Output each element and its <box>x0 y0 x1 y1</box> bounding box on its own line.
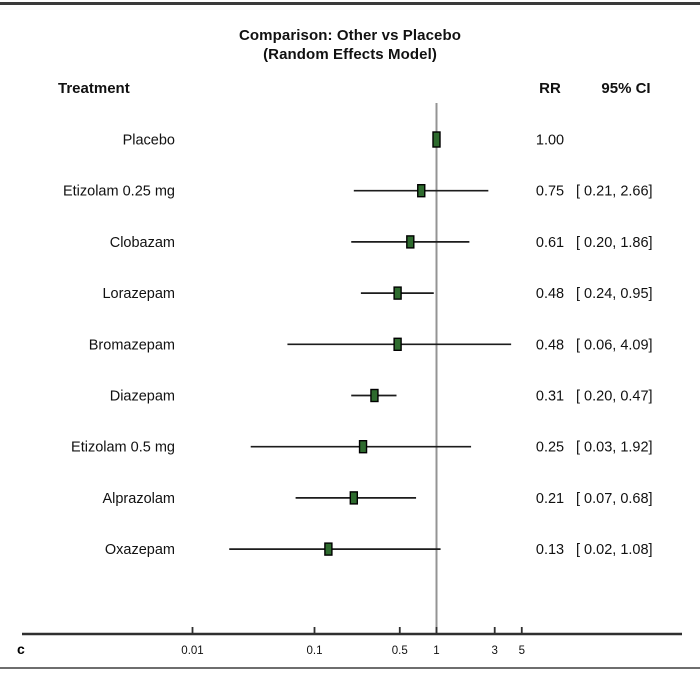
top-rule <box>0 2 700 5</box>
column-header-rr: RR <box>539 80 561 97</box>
effect-marker <box>370 388 379 403</box>
ci-value: [ 0.07, 0.68] <box>576 491 653 507</box>
x-tick-label: 0.01 <box>181 645 203 657</box>
effect-marker <box>324 542 333 556</box>
treatment-label: Diazepam <box>110 389 175 405</box>
ci-value: [ 0.02, 1.08] <box>576 542 653 558</box>
forest-row: Bromazepam 0.48 [ 0.06, 4.09] <box>89 337 653 353</box>
rr-value: 1.00 <box>536 133 564 149</box>
forest-row: Lorazepam 0.48 [ 0.24, 0.95] <box>102 286 652 302</box>
ci-value: [ 0.06, 4.09] <box>576 337 653 353</box>
forest-row: Clobazam 0.61 [ 0.20, 1.86] <box>110 235 653 251</box>
x-tick-label: 0.5 <box>392 645 408 657</box>
x-tick-label: 3 <box>492 645 498 657</box>
x-tick-label: 0.1 <box>307 645 323 657</box>
forest-row: Etizolam 0.25 mg 0.75 [ 0.21, 2.66] <box>63 184 653 200</box>
rr-value: 0.75 <box>536 184 564 200</box>
column-header-ci: 95% CI <box>601 80 651 97</box>
effect-marker <box>406 235 415 249</box>
forest-row: Alprazolam 0.21 [ 0.07, 0.68] <box>102 491 652 507</box>
column-header-treatment: Treatment <box>58 80 130 97</box>
forest-row: Etizolam 0.5 mg 0.25 [ 0.03, 1.92] <box>71 440 653 456</box>
bottom-rule <box>0 667 700 669</box>
chart-title: Comparison: Other vs Placebo <box>238 27 462 44</box>
rr-value: 0.61 <box>536 235 564 251</box>
ci-value: [ 0.21, 2.66] <box>576 184 653 200</box>
treatment-label: Etizolam 0.5 mg <box>71 440 175 456</box>
treatment-label: Lorazepam <box>102 286 175 302</box>
effect-marker <box>432 131 441 148</box>
x-tick-label: 1 <box>433 645 439 657</box>
ci-value: [ 0.03, 1.92] <box>576 440 653 456</box>
treatment-label: Bromazepam <box>89 337 175 353</box>
treatment-label: Etizolam 0.25 mg <box>63 184 175 200</box>
ci-value: [ 0.20, 0.47] <box>576 389 653 405</box>
treatment-label: Oxazepam <box>105 542 175 558</box>
treatment-label: Alprazolam <box>102 491 175 507</box>
effect-marker <box>358 440 368 454</box>
rr-value: 0.48 <box>536 337 564 353</box>
x-tick-label: 5 <box>519 645 525 657</box>
rr-value: 0.31 <box>536 389 564 405</box>
effect-marker <box>393 286 402 300</box>
effect-marker <box>417 183 426 198</box>
rr-value: 0.21 <box>536 491 564 507</box>
effect-marker <box>349 491 359 505</box>
panel-letter: c <box>17 641 25 657</box>
chart-subtitle: (Random Effects Model) <box>263 46 437 63</box>
effect-marker <box>393 337 402 351</box>
rr-value: 0.13 <box>536 542 564 558</box>
forest-row: Diazepam 0.31 [ 0.20, 0.47] <box>110 389 653 405</box>
forest-row: Oxazepam 0.13 [ 0.02, 1.08] <box>105 542 653 558</box>
rr-value: 0.25 <box>536 440 564 456</box>
ci-value: [ 0.24, 0.95] <box>576 286 653 302</box>
rr-value: 0.48 <box>536 286 564 302</box>
forest-row: Placebo 1.00 <box>123 131 564 149</box>
ci-value: [ 0.20, 1.86] <box>576 235 653 251</box>
treatment-label: Placebo <box>123 133 175 149</box>
treatment-label: Clobazam <box>110 235 175 251</box>
